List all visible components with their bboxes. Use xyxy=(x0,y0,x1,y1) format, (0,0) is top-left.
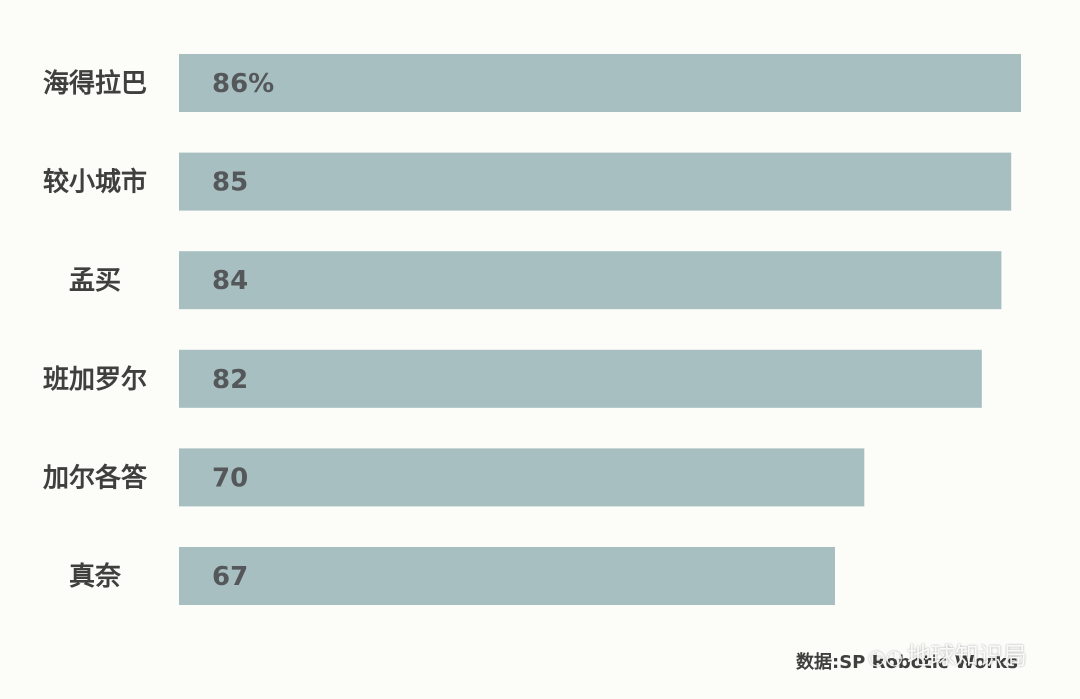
value-label-4: 70 xyxy=(212,463,248,493)
labels-layer: 海得拉巴 86% 较小城市 85 孟买 84 班加罗尔 82 加尔各答 70 真奈 67 xyxy=(43,68,274,592)
category-label-4: 加尔各答 xyxy=(43,462,148,493)
bar-4 xyxy=(179,448,865,507)
category-label-0: 海得拉巴 xyxy=(43,68,147,99)
value-label-0: 86% xyxy=(212,69,274,99)
value-label-5: 67 xyxy=(212,562,248,592)
bar-0 xyxy=(179,54,1021,112)
watermark-text: 地球知识局 xyxy=(906,642,1027,670)
category-label-5: 真奈 xyxy=(69,562,122,592)
bars-layer xyxy=(179,54,1021,605)
bar-3 xyxy=(179,349,982,408)
bar-1 xyxy=(179,152,1012,211)
category-label-1: 较小城市 xyxy=(43,167,147,198)
bar-5 xyxy=(179,547,835,605)
category-label-2: 孟买 xyxy=(69,266,121,296)
source-note: 数据:SP Robotic Works xyxy=(796,652,1018,673)
bar-2 xyxy=(179,251,1002,310)
value-label-1: 85 xyxy=(212,168,248,198)
value-label-2: 84 xyxy=(212,266,248,296)
watermark: ◔◔ 地球知识局 xyxy=(868,636,1027,671)
category-label-3: 班加罗尔 xyxy=(43,364,147,395)
value-label-3: 82 xyxy=(212,365,248,395)
wechat-icon: ◔◔ xyxy=(868,645,903,669)
